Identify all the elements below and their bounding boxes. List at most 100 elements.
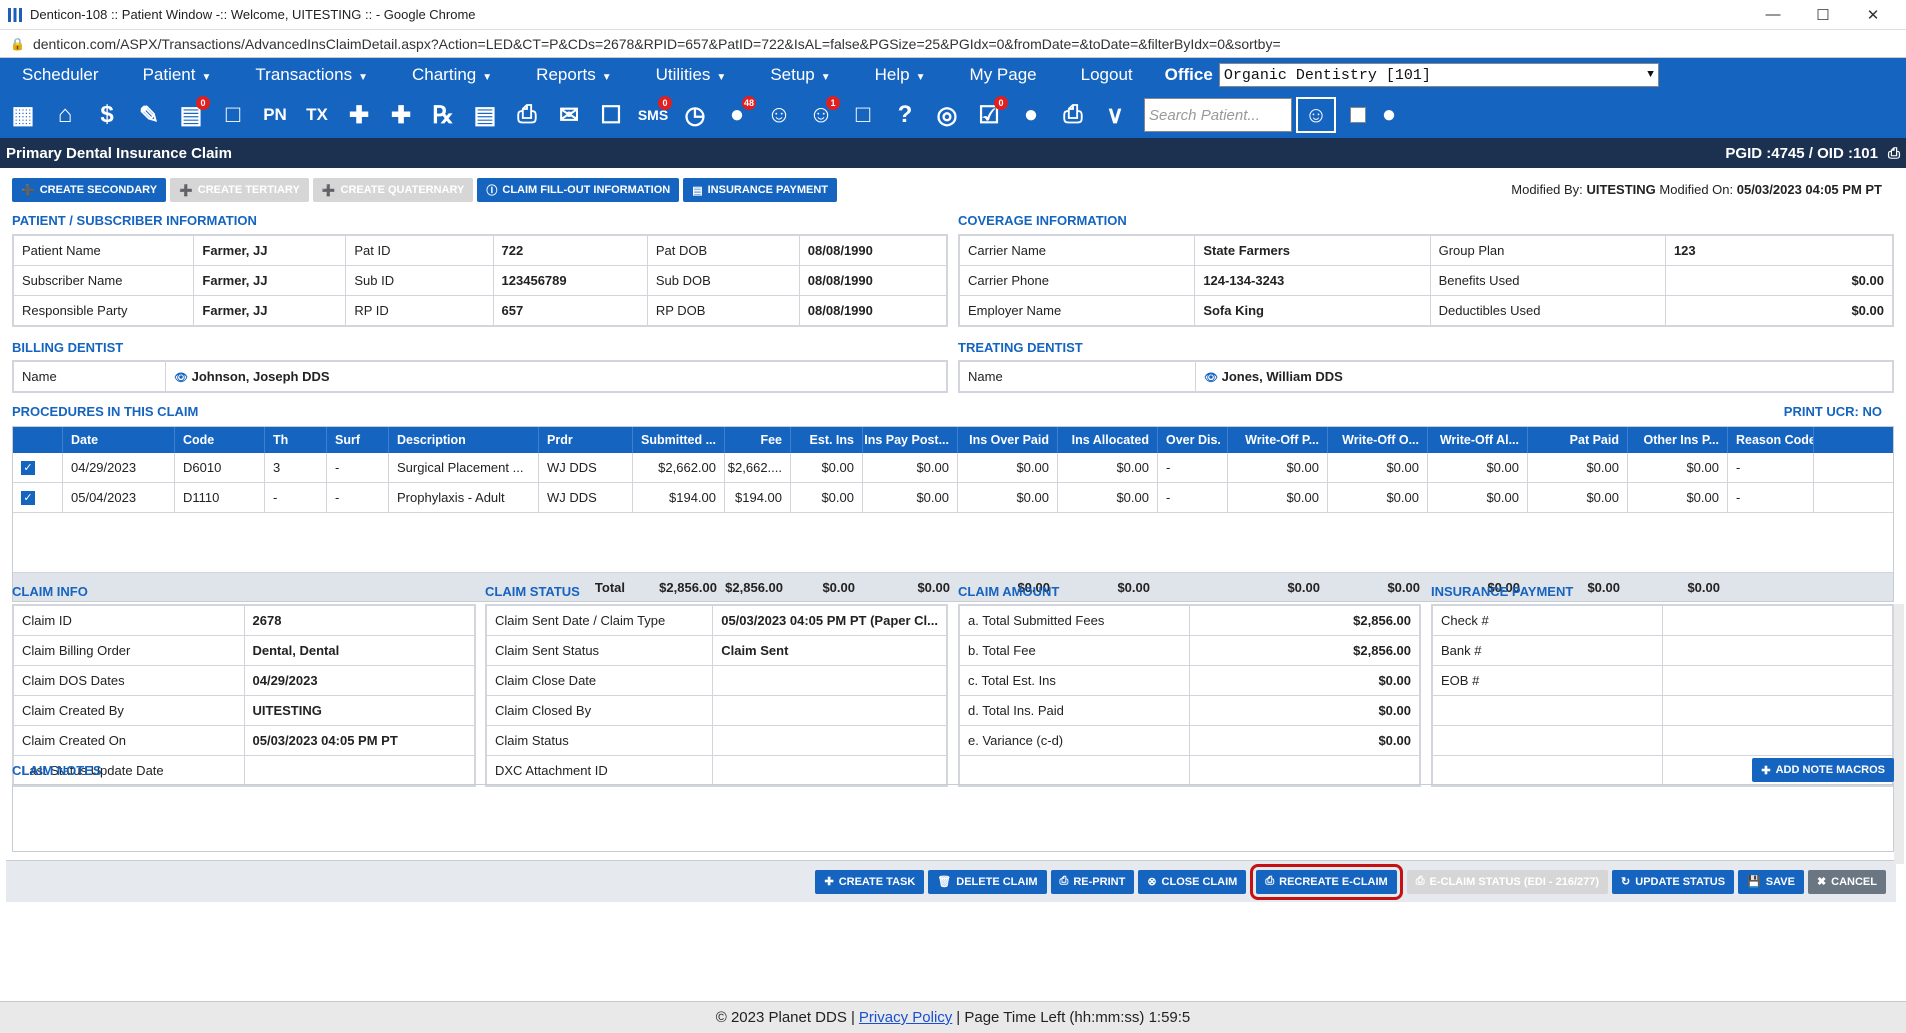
column-header[interactable]: Write-Off P...	[1228, 427, 1328, 453]
claim-amount-value: $0.00	[1189, 665, 1420, 696]
add-note-macros-button[interactable]: ✚ ADD NOTE MACROS	[1752, 758, 1894, 782]
add-family-icon[interactable]: ✚	[390, 101, 412, 129]
column-header[interactable]: Ins Allocated	[1058, 427, 1158, 453]
nav-transactions[interactable]: Transactions ▼	[233, 65, 390, 85]
column-header[interactable]: Fee	[725, 427, 791, 453]
nav-scheduler[interactable]: Scheduler	[0, 65, 121, 85]
row-checkbox[interactable]: ✓	[21, 460, 35, 475]
column-header[interactable]: Surf	[327, 427, 389, 453]
tooth-chart-icon[interactable]: □	[225, 101, 241, 128]
check-doc-icon[interactable]: ☑ 0	[970, 96, 1008, 134]
column-header[interactable]: Est. Ins	[791, 427, 863, 453]
column-header[interactable]: Ins Over Paid	[958, 427, 1058, 453]
nav-patient[interactable]: Patient ▼	[121, 65, 234, 85]
eclaim-status-button[interactable]: ⎙ E-CLAIM STATUS (EDI - 216/277)	[1406, 869, 1609, 894]
cancel-button[interactable]: ✖ CANCEL	[1807, 869, 1886, 894]
create-secondary-button[interactable]: ➕ CREATE SECONDARY	[12, 178, 167, 202]
notes-edit-icon[interactable]: ✎	[138, 101, 160, 129]
treating-dentist-value[interactable]: 👁 Jones, William DDS	[1195, 361, 1893, 392]
globe-icon[interactable]: ◎	[936, 101, 958, 129]
tooth-icon[interactable]: □	[855, 101, 871, 128]
claim-fillout-button[interactable]: ⓘ CLAIM FILL-OUT INFORMATION	[477, 178, 680, 202]
nav-help[interactable]: Help ▼	[853, 65, 948, 85]
group-icon[interactable]: ●	[1023, 101, 1039, 128]
column-header[interactable]: Reason Code	[1728, 427, 1814, 453]
create-quaternary-button[interactable]: ➕ CREATE QUATERNARY	[312, 178, 474, 202]
search-patient-input[interactable]: Search Patient...	[1144, 98, 1292, 132]
nav-setup[interactable]: Setup ▼	[748, 65, 852, 85]
column-header[interactable]: Other Ins P...	[1628, 427, 1728, 453]
column-header[interactable]: Write-Off O...	[1328, 427, 1428, 453]
insurance-payment-button[interactable]: ▤ INSURANCE PAYMENT	[683, 178, 838, 202]
claim-info-row: Claim Billing Order Dental, Dental	[13, 635, 475, 666]
column-header[interactable]: Pat Paid	[1528, 427, 1628, 453]
question-icon[interactable]: ❓	[1227, 435, 1228, 446]
help-icon[interactable]: ?	[897, 101, 913, 128]
close-claim-button[interactable]: ⊗ CLOSE CLAIM	[1138, 869, 1247, 894]
nav-my-page[interactable]: My Page	[948, 65, 1059, 85]
nav-charting[interactable]: Charting ▼	[390, 65, 514, 85]
tooth-counter-icon[interactable]: ▤ 0	[172, 96, 210, 134]
procedure-row[interactable]: ✓ 04/29/2023 D6010 3- Surgical Placement ...…	[13, 453, 1893, 483]
message-icon[interactable]: ▤	[473, 101, 497, 129]
patient-value: 657	[492, 295, 648, 326]
rx-icon[interactable]: ℞	[432, 101, 454, 129]
chevron-down-box-icon[interactable]: ∨	[1106, 101, 1124, 129]
headset-icon[interactable]: ☺	[766, 101, 792, 128]
column-header[interactable]: Over Dis. ❓	[1158, 427, 1228, 453]
sms-icon[interactable]: SMS 0	[634, 96, 672, 134]
checkbox-cell[interactable]: ✓	[13, 453, 63, 482]
recreate-eclaim-button[interactable]: ⎙ RECREATE E-CLAIM	[1250, 863, 1403, 900]
delete-claim-button[interactable]: 🗑 DELETE CLAIM	[928, 869, 1047, 894]
procedure-cell: -	[1158, 453, 1228, 482]
create-task-button[interactable]: ✚ CREATE TASK	[815, 869, 925, 894]
procedure-row[interactable]: ✓ 05/04/2023 D1110- - Prophylaxis - Adult WJ …	[13, 483, 1893, 513]
row-checkbox[interactable]: ✓	[21, 490, 35, 505]
column-header[interactable]: Ins Pay Post...	[863, 427, 958, 453]
office-select[interactable]: Organic Dentistry [101] ▼	[1218, 63, 1659, 87]
print-icon[interactable]: ⎙	[1063, 101, 1083, 128]
copyright-text: © 2023 Planet DDS |	[715, 1009, 855, 1026]
column-header[interactable]: Description	[389, 427, 539, 453]
mail-icon[interactable]: ✉	[558, 101, 580, 129]
eye-icon: 👁	[1204, 372, 1218, 384]
scrollbar[interactable]	[1894, 604, 1904, 864]
checkbox[interactable]	[1350, 107, 1366, 123]
column-header[interactable]: Date	[63, 427, 175, 453]
nav-utilities[interactable]: Utilities ▼	[634, 65, 749, 85]
group-search-icon[interactable]: ●	[1381, 101, 1397, 128]
column-header[interactable]: Prdr	[539, 427, 633, 453]
ear-icon[interactable]: ☺ 1	[802, 96, 840, 134]
create-tertiary-button[interactable]: ➕ CREATE TERTIARY	[170, 178, 309, 202]
minimize-icon[interactable]: —	[1765, 5, 1781, 23]
tx-icon[interactable]: TX	[306, 105, 328, 124]
user-search-icon[interactable]: ☺	[1296, 97, 1336, 133]
print-icon[interactable]: ⎙	[1887, 144, 1900, 162]
column-header[interactable]: Th	[265, 427, 327, 453]
privacy-policy-link[interactable]: Privacy Policy	[858, 1009, 953, 1026]
clock-icon[interactable]: ◷	[684, 101, 706, 129]
column-header[interactable]: Write-Off Al...	[1428, 427, 1528, 453]
claim-amount-label	[959, 755, 1190, 786]
claim-notes-textarea[interactable]	[12, 784, 1894, 852]
maximize-icon[interactable]: ☐	[1816, 6, 1830, 24]
printer-doc-icon[interactable]: ⎙	[517, 101, 537, 128]
dollar-icon[interactable]: $	[100, 101, 114, 128]
checkbox-cell[interactable]: ✓	[13, 483, 63, 512]
column-header[interactable]: Submitted ...	[633, 427, 725, 453]
nav-reports[interactable]: Reports ▼	[514, 65, 633, 85]
close-icon[interactable]: ✕	[1866, 6, 1880, 24]
calendar-icon[interactable]: ▦	[11, 101, 35, 129]
pn-icon[interactable]: PN	[263, 105, 287, 124]
home-icon[interactable]: ⌂	[57, 101, 73, 128]
save-button[interactable]: 💾 SAVE	[1738, 869, 1804, 894]
reprint-button[interactable]: ⎙ RE-PRINT	[1050, 869, 1135, 894]
billing-dentist-value[interactable]: 👁 Johnson, Joseph DDS	[165, 361, 947, 392]
column-header[interactable]: Code	[175, 427, 265, 453]
nav-logout[interactable]: Logout	[1059, 65, 1155, 85]
add-patient-icon[interactable]: ✚	[348, 101, 370, 129]
update-status-button[interactable]: ↻ UPDATE STATUS	[1612, 869, 1735, 894]
address-bar[interactable]: 🔒 denticon.com/ASPX/Transactions/Advance…	[0, 30, 1906, 58]
chat-icon[interactable]: ☐	[600, 101, 622, 129]
people-icon[interactable]: ● 48	[729, 96, 756, 128]
